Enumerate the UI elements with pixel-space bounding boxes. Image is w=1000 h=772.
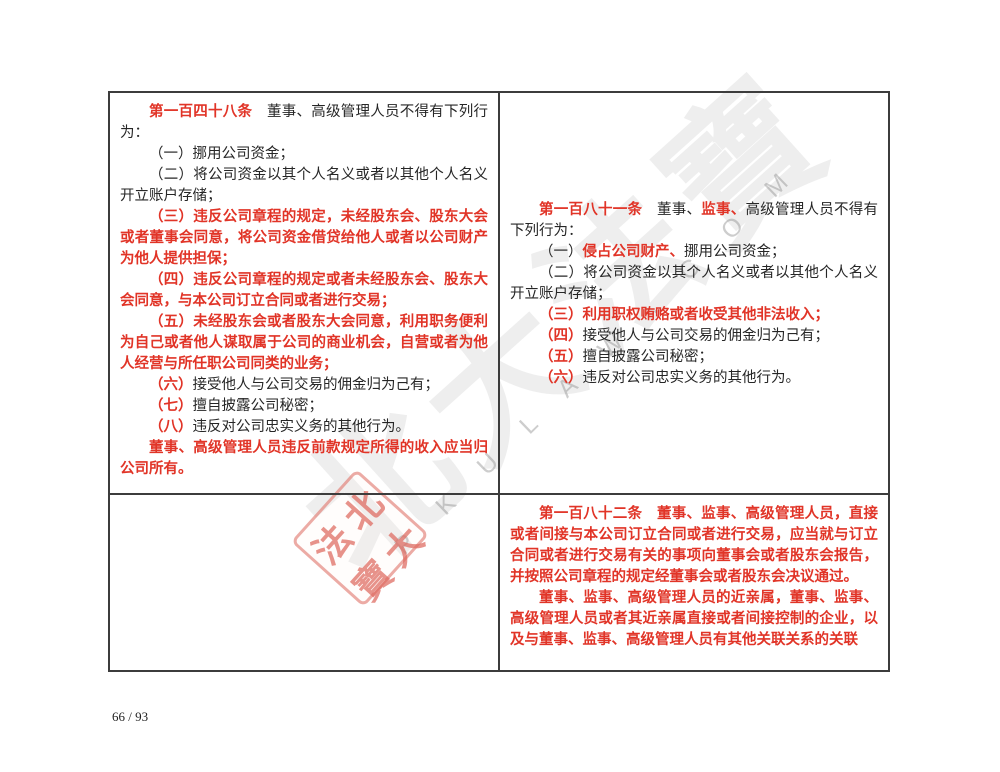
paragraph: （四）违反公司章程的规定或者未经股东会、股东大会同意，与本公司订立合同或者进行交… (120, 270, 488, 312)
paragraph: （二）将公司资金以其个人名义或者以其他个人名义开立账户存储； (510, 263, 878, 305)
text-segment: （二）将公司资金以其个人名义或者以其他个人名义开立账户存储； (120, 167, 488, 204)
cell-article-181: 第一百八十一条 董事、监事、高级管理人员不得有下列行为： （一）侵占公司财产、挪用… (500, 93, 888, 495)
text-segment: （六） (539, 370, 583, 386)
paragraph: （六）违反对公司忠实义务的其他行为。 (510, 368, 878, 389)
text-segment: 董事、高级管理人员不得有下列行为： (120, 104, 488, 141)
paragraph: 第一百八十一条 董事、监事、高级管理人员不得有下列行为： (510, 200, 878, 242)
text-segment: 第一百八十二条 董事、监事、高级管理人员，直接或者间接与本公司订立合同或者进行交… (510, 506, 878, 585)
text-segment: （三）违反公司章程的规定，未经股东会、股东大会或者董事会同意，将公司资金借贷给他… (120, 209, 488, 267)
text-segment: （一）挪用公司资金； (149, 146, 294, 162)
page-number: 66 / 93 (112, 709, 149, 724)
text-segment: （五） (539, 349, 583, 365)
text-segment: 董事、监事、高级管理人员的近亲属，董事、监事、高级管理人员或者其近亲属直接或者间… (510, 590, 878, 648)
paragraph: 董事、监事、高级管理人员的近亲属，董事、监事、高级管理人员或者其近亲属直接或者间… (510, 588, 878, 651)
paragraph: 第一百八十二条 董事、监事、高级管理人员，直接或者间接与本公司订立合同或者进行交… (510, 504, 878, 588)
text-segment: （五）未经股东会或者股东大会同意，利用职务便利为自己或者他人谋取属于公司的商业机… (120, 314, 488, 372)
law-comparison-table: 第一百四十八条 董事、高级管理人员不得有下列行为： （一）挪用公司资金； （二）将公… (108, 91, 890, 672)
text-segment: 侵占公司财产、 (582, 244, 685, 260)
text-segment: 董事、 (642, 202, 702, 218)
text-segment: 第一百八十一条 (539, 202, 643, 218)
paragraph: （五）未经股东会或者股东大会同意，利用职务便利为自己或者他人谋取属于公司的商业机… (120, 312, 488, 375)
text-segment: 高级管理人员不得有下列行为： (510, 202, 878, 239)
cell-bottom-left-empty (110, 495, 500, 670)
text-segment: 违反对公司忠实义务的其他行为。 (582, 370, 801, 386)
cell-article-148: 第一百四十八条 董事、高级管理人员不得有下列行为： （一）挪用公司资金； （二）将公… (110, 93, 500, 495)
text-segment: 董事、高级管理人员违反前款规定所得的收入应当归公司所有。 (120, 440, 488, 477)
text-segment: （一） (539, 244, 583, 260)
paragraph: （三）利用职权贿赂或者收受其他非法收入； (510, 305, 878, 326)
paragraph: （三）违反公司章程的规定，未经股东会、股东大会或者董事会同意，将公司资金借贷给他… (120, 207, 488, 270)
text-segment: 擅自披露公司秘密； (192, 398, 324, 414)
paragraph: 第一百四十八条 董事、高级管理人员不得有下列行为： (120, 102, 488, 144)
text-segment: （六） (149, 377, 193, 393)
paragraph: （二）将公司资金以其个人名义或者以其他个人名义开立账户存储； (120, 165, 488, 207)
paragraph: （六）接受他人与公司交易的佣金归为己有； (120, 375, 488, 396)
text-segment: （八） (149, 419, 193, 435)
paragraph: 董事、高级管理人员违反前款规定所得的收入应当归公司所有。 (120, 438, 488, 480)
text-segment: 挪用公司资金； (684, 244, 786, 260)
text-segment: 擅自披露公司秘密； (582, 349, 714, 365)
cell-article-182: 第一百八十二条 董事、监事、高级管理人员，直接或者间接与本公司订立合同或者进行交… (500, 495, 888, 670)
text-segment: （七） (149, 398, 193, 414)
text-segment: 第一百四十八条 (149, 104, 253, 120)
text-segment: 违反对公司忠实义务的其他行为。 (192, 419, 411, 435)
paragraph: （四）接受他人与公司交易的佣金归为己有； (510, 326, 878, 347)
paragraph: （八）违反对公司忠实义务的其他行为。 (120, 417, 488, 438)
text-segment: 接受他人与公司交易的佣金归为己有； (192, 377, 440, 393)
text-segment: （三）利用职权贿赂或者收受其他非法收入； (539, 307, 829, 323)
paragraph: （一）挪用公司资金； (120, 144, 488, 165)
paragraph: （一）侵占公司财产、挪用公司资金； (510, 242, 878, 263)
text-segment: 接受他人与公司交易的佣金归为己有； (582, 328, 830, 344)
paragraph: （五）擅自披露公司秘密； (510, 347, 878, 368)
text-segment: （二）将公司资金以其个人名义或者以其他个人名义开立账户存储； (510, 265, 878, 302)
text-segment: （四）违反公司章程的规定或者未经股东会、股东大会同意，与本公司订立合同或者进行交… (120, 272, 488, 309)
paragraph: （七）擅自披露公司秘密； (120, 396, 488, 417)
text-segment: （四） (539, 328, 583, 344)
text-segment: 监事、 (701, 202, 746, 218)
